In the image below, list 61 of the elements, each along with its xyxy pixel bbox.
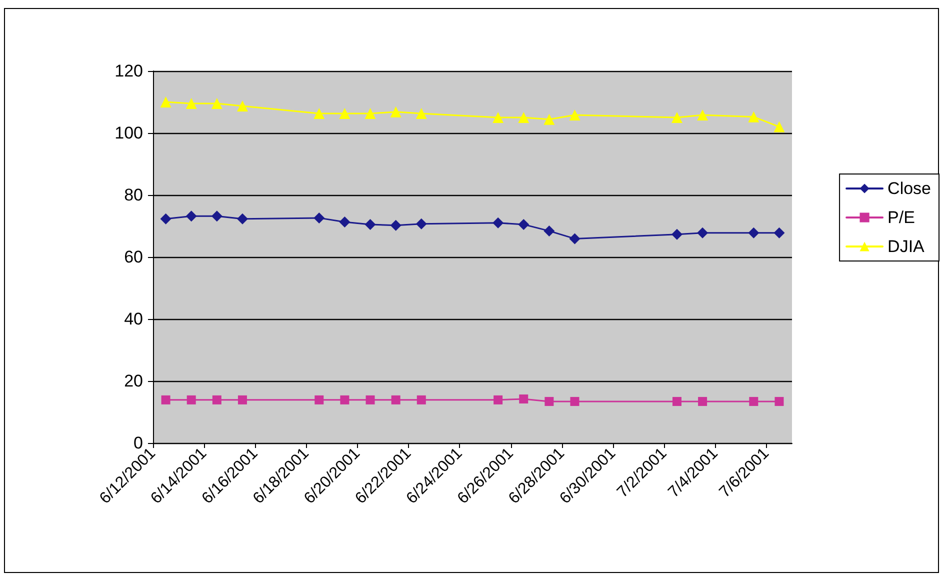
point	[339, 108, 350, 119]
y-tick-label: 100	[114, 124, 143, 142]
legend-label: P/E	[888, 208, 915, 227]
point	[416, 108, 427, 119]
point	[366, 395, 375, 404]
point	[774, 121, 785, 132]
point	[314, 212, 325, 224]
point	[748, 227, 760, 238]
y-tick-label: 0	[134, 434, 143, 452]
y-tick-label: 20	[124, 372, 143, 390]
point	[390, 220, 402, 231]
point	[671, 112, 682, 123]
point	[212, 395, 222, 404]
point	[314, 108, 325, 119]
y-tick-label: 40	[124, 310, 143, 328]
point	[416, 395, 426, 404]
point	[186, 98, 197, 110]
y-tick-label: 80	[124, 186, 143, 204]
point	[186, 210, 197, 222]
point	[569, 233, 580, 244]
point	[672, 396, 682, 406]
point	[160, 96, 172, 108]
point	[364, 218, 376, 230]
point	[748, 111, 760, 122]
point	[390, 106, 402, 118]
point	[236, 100, 248, 112]
point	[544, 396, 554, 406]
point	[518, 218, 530, 230]
point	[774, 227, 785, 238]
point	[569, 110, 580, 121]
point	[211, 98, 222, 110]
point	[774, 396, 784, 406]
point	[698, 396, 708, 406]
point	[749, 396, 758, 406]
y-tick-label: 120	[114, 62, 143, 80]
point	[544, 114, 555, 125]
point	[238, 395, 247, 404]
point	[160, 213, 172, 224]
point	[236, 213, 248, 224]
point	[391, 395, 400, 404]
point	[314, 395, 324, 404]
point	[492, 217, 504, 228]
point	[211, 210, 222, 222]
point	[570, 396, 580, 406]
point	[494, 395, 503, 404]
point	[671, 228, 682, 240]
point	[161, 395, 170, 404]
point	[364, 108, 376, 119]
point	[416, 218, 427, 230]
legend-label: DJIA	[888, 237, 926, 256]
point	[544, 225, 555, 236]
point	[519, 394, 528, 404]
y-tick-label: 60	[124, 248, 143, 266]
point	[340, 395, 350, 404]
point	[186, 395, 196, 404]
point	[697, 110, 708, 121]
point	[339, 216, 350, 228]
point	[492, 112, 504, 123]
point	[518, 112, 530, 123]
point	[697, 227, 708, 238]
legend-label: Close	[888, 179, 932, 198]
